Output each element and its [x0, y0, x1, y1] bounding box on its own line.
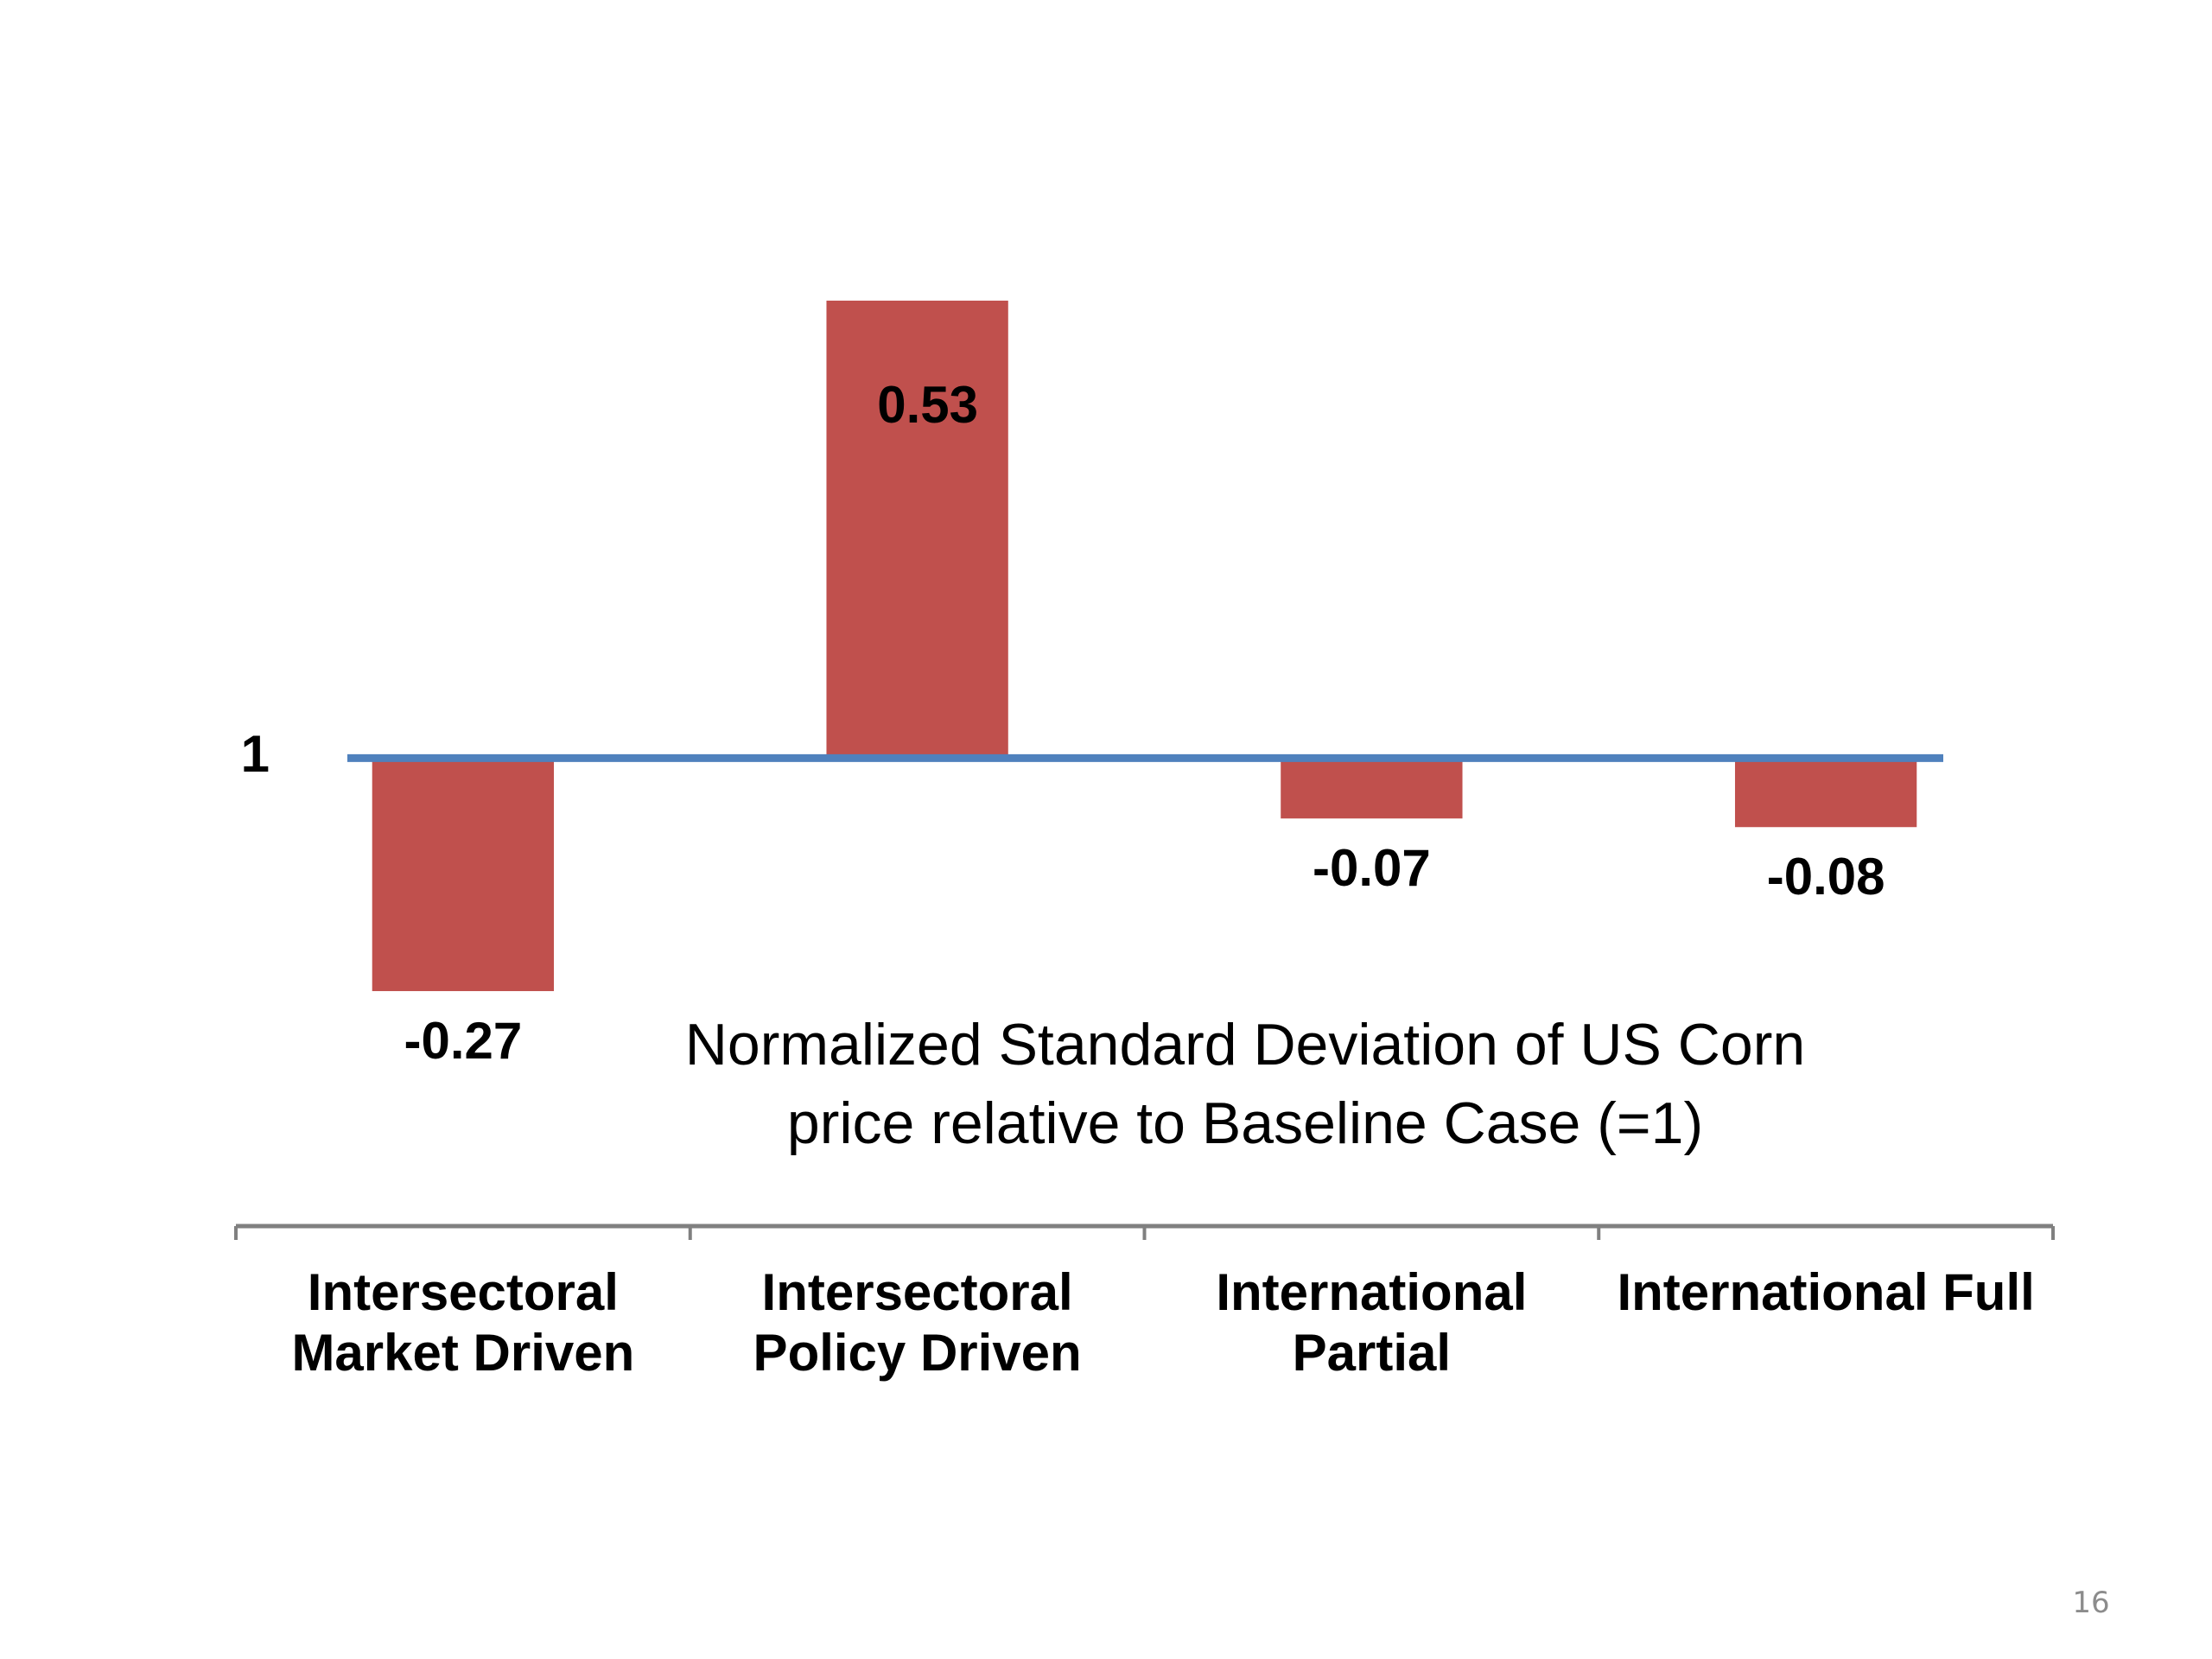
x-tick-label: Intersectoral Market Driven	[291, 1263, 635, 1382]
annotation: price relative to Baseline Case (=1)	[787, 1090, 1703, 1156]
x-tick-label: International Full	[1617, 1263, 2035, 1321]
value-label: -0.08	[1767, 848, 1885, 906]
value-label: 0.53	[877, 376, 978, 434]
bar	[826, 300, 1008, 759]
x-tick-label: International Partial	[1216, 1263, 1528, 1382]
value-label: -0.27	[404, 1012, 522, 1070]
bar	[1281, 758, 1463, 819]
bar	[1734, 758, 1917, 828]
value-label: -0.07	[1313, 839, 1431, 897]
x-tick-label: Intersectoral Policy Driven	[753, 1263, 1082, 1382]
y-tick-label: 1	[241, 725, 270, 783]
annotation: Normalized Standard Deviation of US Corn	[685, 1012, 1805, 1077]
page-number: 16	[2072, 1586, 2110, 1620]
bar	[372, 758, 555, 992]
